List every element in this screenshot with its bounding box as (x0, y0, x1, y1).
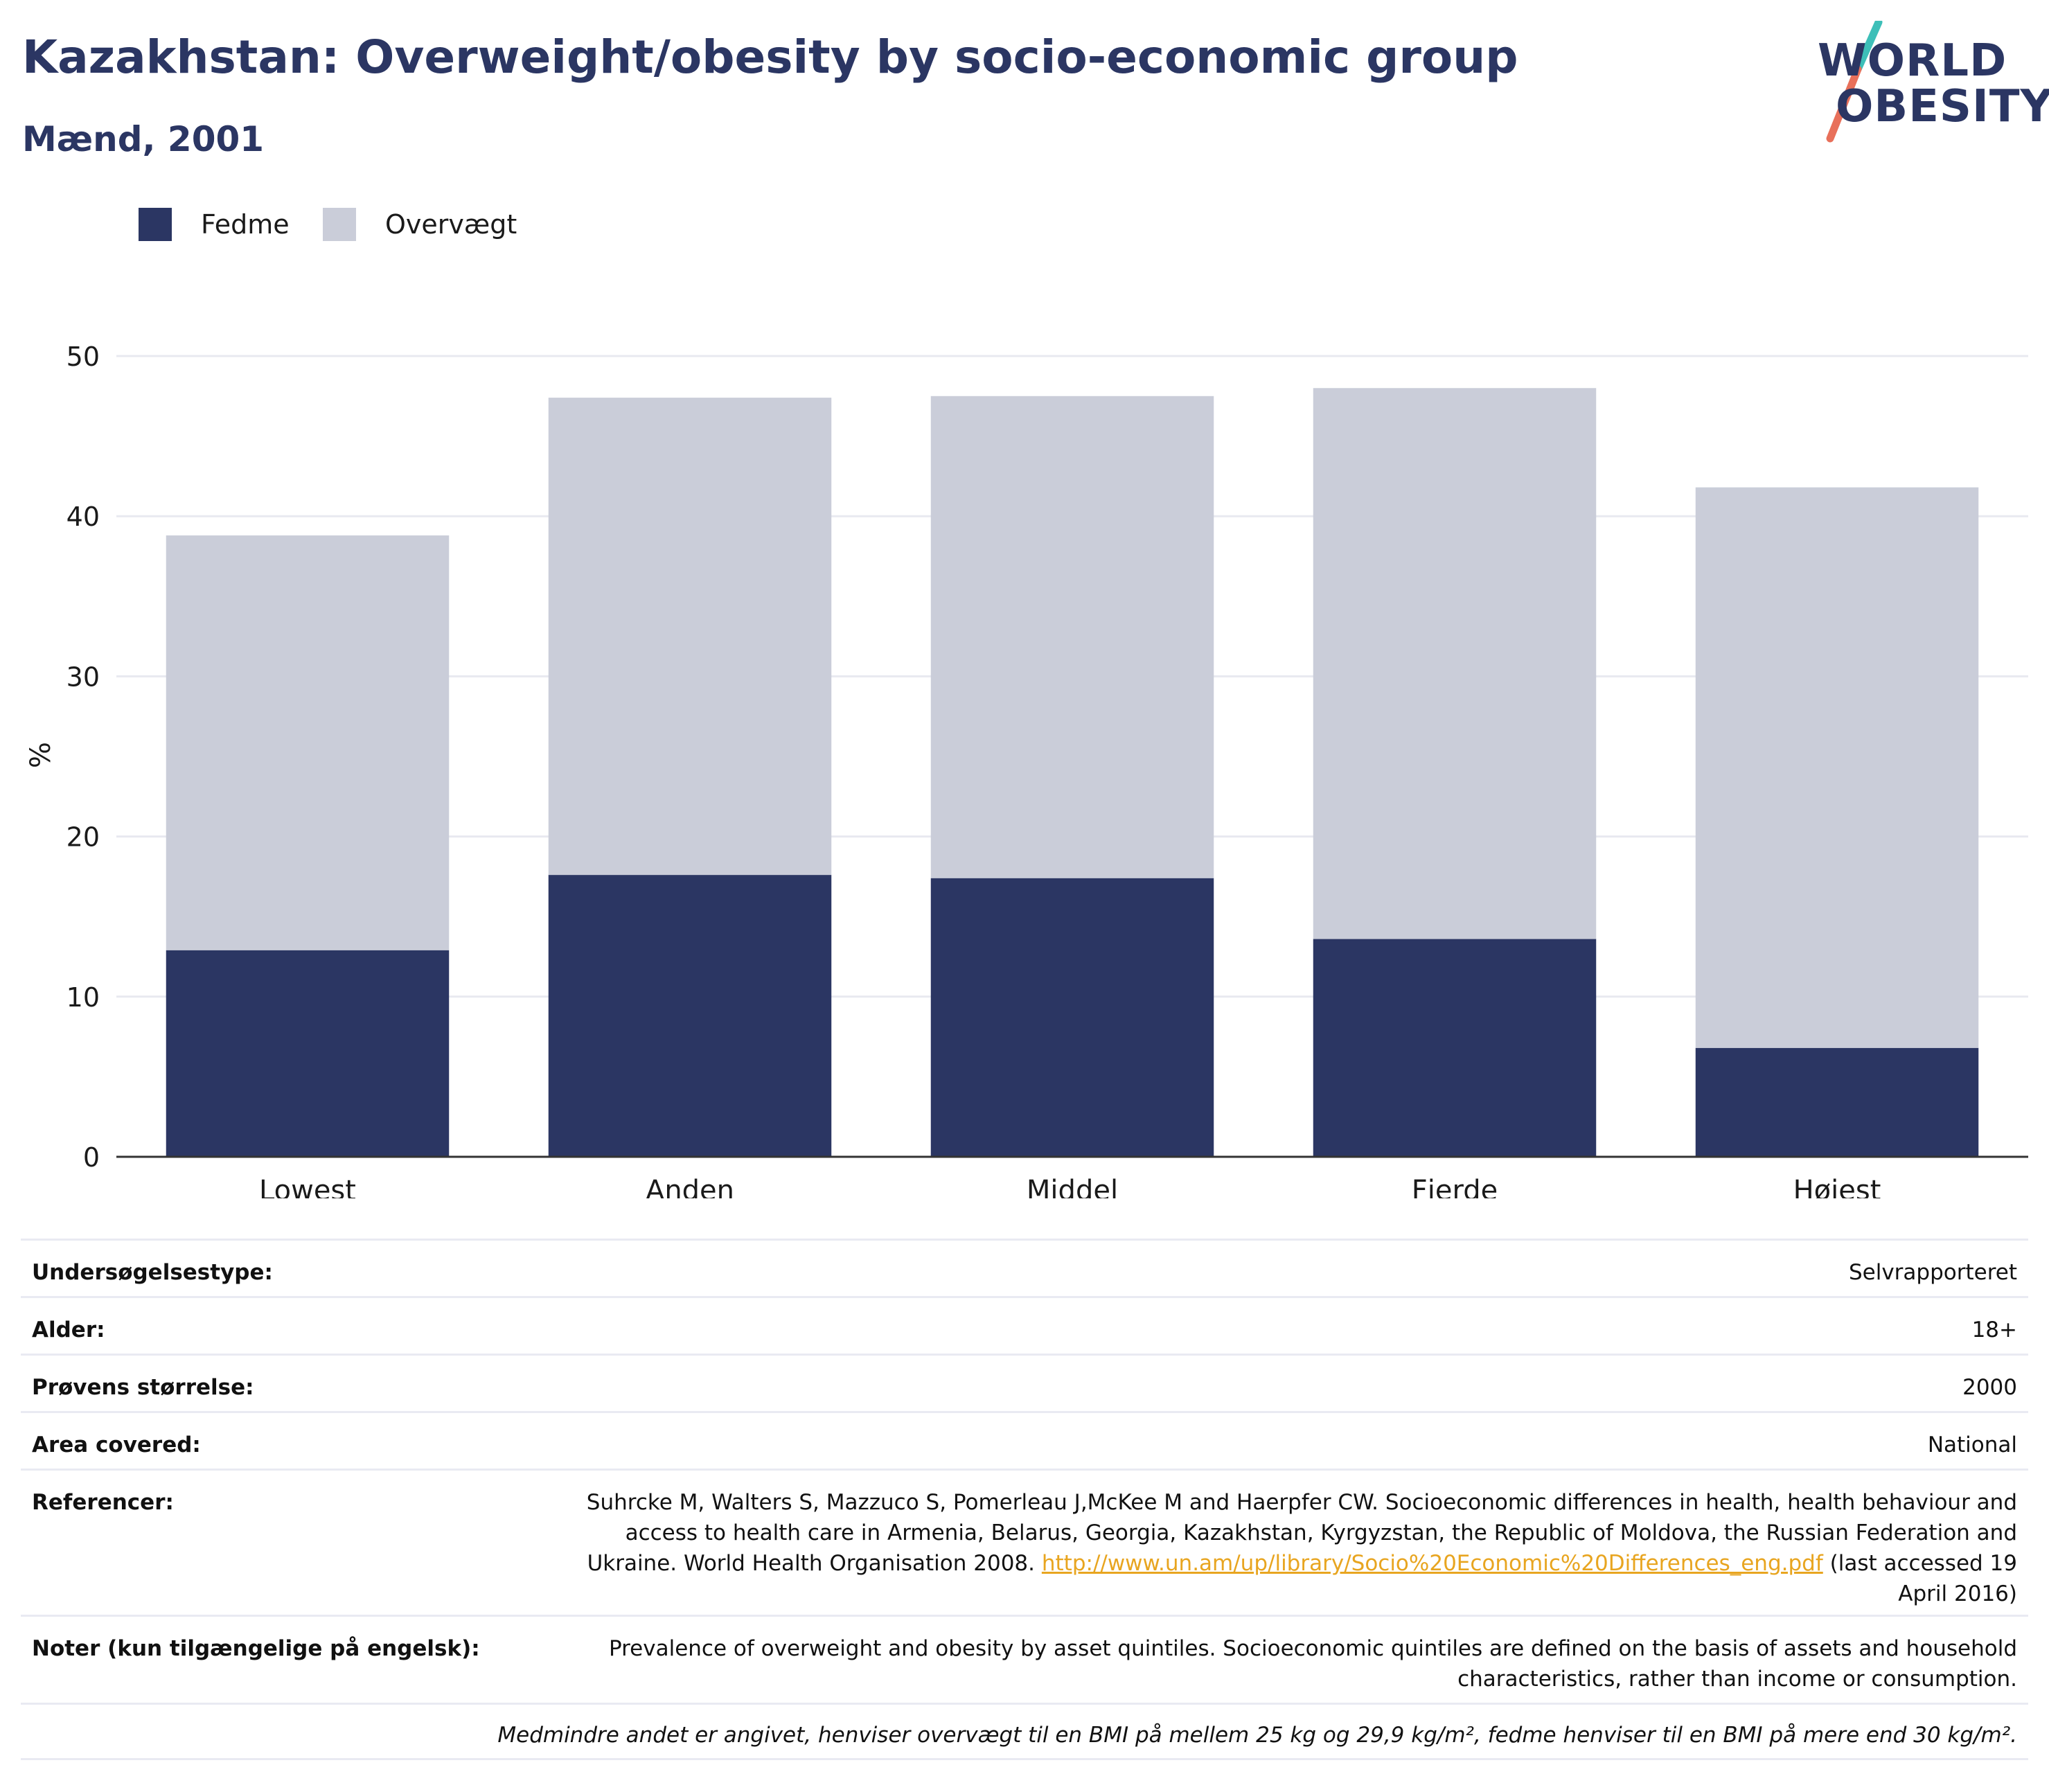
references-link[interactable]: http://www.un.am/up/library/Socio%20Econ… (1041, 1551, 1823, 1576)
info-row-survey-type: Undersøgelsestype: Selvrapporteret (21, 1239, 2028, 1296)
y-tick-label: 50 (66, 341, 100, 372)
info-label: Undersøgelsestype: (32, 1260, 273, 1285)
chart-bars (166, 388, 1979, 1157)
info-row-age: Alder: 18+ (21, 1296, 2028, 1354)
bar-overvaegt-anden[interactable] (548, 398, 832, 876)
references-line-4: April 2016) (1898, 1581, 2017, 1606)
references-text: Suhrcke M, Walters S, Mazzuco S, Pomerle… (424, 1487, 2017, 1609)
info-value: National (1927, 1432, 2017, 1457)
y-axis-label: % (25, 742, 57, 768)
info-label: Alder: (32, 1318, 105, 1342)
bar-fedme-fjerde[interactable] (1313, 939, 1597, 1157)
references-line-3-before: Ukraine. World Health Organisation 2008. (587, 1551, 1042, 1576)
bar-fedme-middel[interactable] (930, 878, 1214, 1157)
bar-fedme-anden[interactable] (548, 875, 832, 1157)
bar-overvaegt-lowest[interactable] (166, 535, 450, 950)
world-obesity-logo: WORLD OBESITY (1808, 21, 2049, 145)
y-tick-label: 40 (66, 502, 100, 532)
logo-slash-icon (1826, 21, 1883, 143)
notes-line-2: characteristics, rather than income or c… (1457, 1667, 2017, 1692)
bar-fedme-højest[interactable] (1695, 1047, 1979, 1157)
info-value: Selvrapporteret (1848, 1260, 2017, 1285)
y-tick-label: 10 (66, 982, 100, 1013)
y-axis-ticks: 0 10 20 30 40 50 (66, 341, 100, 1173)
page-subtitle: Mænd, 2001 (22, 119, 265, 159)
references-line-2: access to health care in Armenia, Belaru… (625, 1520, 2017, 1545)
x-tick-label: Lowest (259, 1175, 356, 1198)
stacked-bar-chart: 0 10 20 30 40 50 Lowest Anden Middel Fjerde Højes… (25, 341, 2028, 1198)
page-title: Kazakhstan: Overweight/obesity by socio-… (22, 30, 1518, 84)
notes-text: Prevalence of overweight and obesity by … (424, 1633, 2017, 1694)
bar-overvaegt-middel[interactable] (930, 396, 1214, 878)
logo-text-obesity: OBESITY (1836, 81, 2049, 132)
references-line-3-after: (last accessed 19 (1822, 1551, 2017, 1576)
legend-label-overvaegt: Overvægt (385, 209, 517, 240)
legend-swatch-overvaegt (323, 208, 356, 241)
legend-swatch-fedme (139, 208, 172, 241)
bar-overvaegt-højest[interactable] (1695, 487, 1979, 1048)
x-tick-label: Anden (646, 1175, 734, 1198)
info-row-sample-size: Prøvens størrelse: 2000 (21, 1354, 2028, 1411)
info-label: Noter (kun tilgængelige på engelsk): (32, 1636, 480, 1661)
info-value: 18+ (1971, 1318, 2017, 1342)
y-tick-label: 0 (83, 1142, 100, 1173)
x-tick-label: Højest (1793, 1175, 1881, 1198)
info-table: Undersøgelsestype: Selvrapporteret Alder… (21, 1239, 2028, 1760)
info-row-references: Referencer: Suhrcke M, Walters S, Mazzuc… (21, 1469, 2028, 1615)
table-bottom-rule (21, 1758, 2028, 1760)
x-tick-label: Middel (1027, 1175, 1118, 1198)
logo-text-world: WORLD (1818, 35, 2007, 87)
info-label: Prøvens størrelse: (32, 1375, 254, 1400)
x-tick-label: Fjerde (1412, 1175, 1498, 1198)
info-row-notes: Noter (kun tilgængelige på engelsk): Pre… (21, 1615, 2028, 1703)
bar-overvaegt-fjerde[interactable] (1313, 388, 1597, 939)
info-row-area-covered: Area covered: National (21, 1411, 2028, 1469)
info-value: 2000 (1962, 1375, 2017, 1400)
x-axis-ticks: Lowest Anden Middel Fjerde Højest (116, 1155, 2028, 1198)
y-tick-label: 30 (66, 662, 100, 692)
info-label: Area covered: (32, 1432, 201, 1457)
y-tick-label: 20 (66, 822, 100, 853)
bmi-footnote: Medmindre andet er angivet, henviser ove… (497, 1723, 2017, 1748)
bar-fedme-lowest[interactable] (166, 950, 450, 1157)
notes-line-1: Prevalence of overweight and obesity by … (608, 1636, 2017, 1661)
info-row-footnote: Medmindre andet er angivet, henviser ove… (21, 1703, 2028, 1760)
legend-label-fedme: Fedme (201, 209, 290, 240)
info-label: Referencer: (32, 1490, 174, 1515)
references-line-1: Suhrcke M, Walters S, Mazzuco S, Pomerle… (586, 1490, 2017, 1515)
references-line-3: Ukraine. World Health Organisation 2008.… (424, 1548, 2017, 1579)
